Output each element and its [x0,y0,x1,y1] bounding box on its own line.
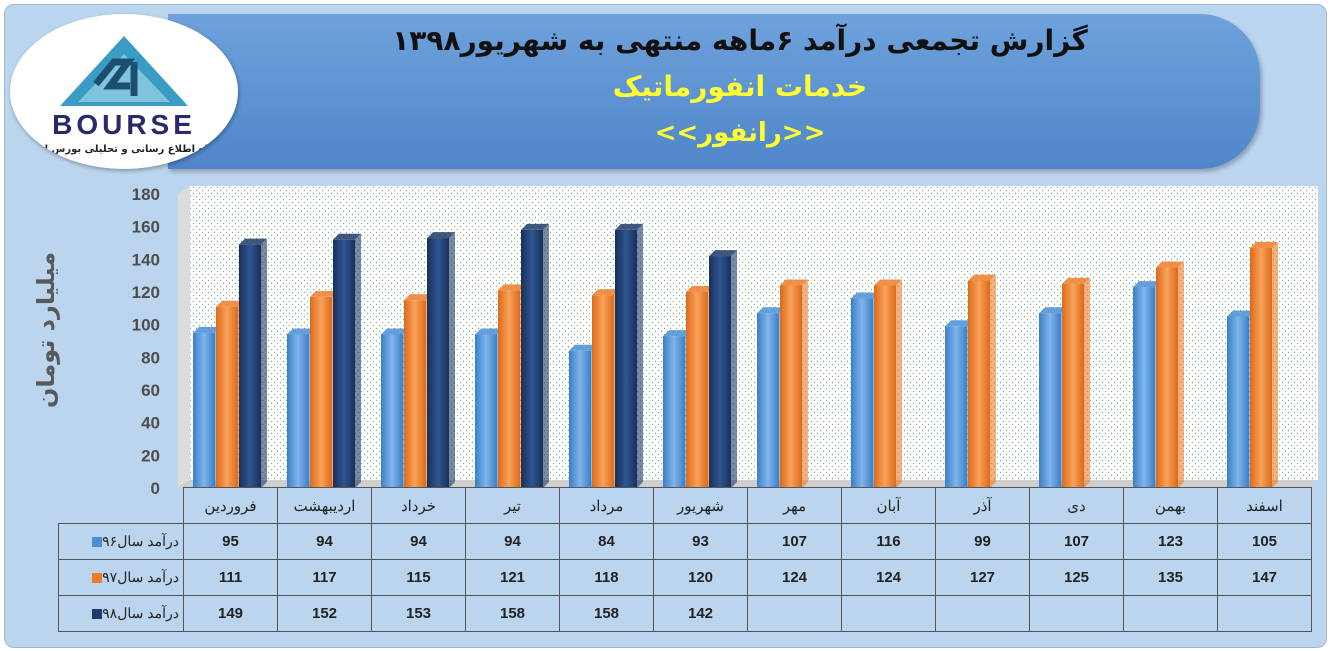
plot-floor [178,480,1318,488]
data-label: 94 [277,523,372,560]
data-label: 120 [653,559,748,596]
x-tick-label: دی [1029,487,1124,524]
x-tick-label: تیر [465,487,560,524]
ticker-symbol: <<رانفور>> [654,118,826,148]
legend-swatch [92,609,103,620]
legend-swatch [92,537,103,548]
y-tick-label: 120 [132,283,160,302]
data-label: 142 [653,595,748,632]
data-label: 93 [653,523,748,560]
data-label: 149 [183,595,278,632]
y-tick-label: 160 [132,218,160,237]
data-label: 84 [559,523,654,560]
logo-brand-text: BOURSE [52,109,196,140]
chart-title: گزارش تجمعی درآمد ۶ماهه منتهی به شهریور۱… [392,24,1088,57]
x-tick-label: فروردین [183,487,278,524]
bar-2-10 [1062,277,1090,488]
legend-label: درآمد سال۹۷ [102,569,179,585]
legend-swatch [92,573,103,584]
bar-3-4 [521,223,549,488]
bar-2-7 [780,279,808,488]
data-label [1217,595,1312,632]
x-tick-label: مهر [747,487,842,524]
y-tick-label: 0 [151,479,160,498]
plot-back-wall [190,186,1318,480]
data-label: 152 [277,595,372,632]
data-label: 117 [277,559,372,596]
legend-label: درآمد سال۹۶ [102,533,179,549]
data-label: 135 [1123,559,1218,596]
data-label: 111 [183,559,278,596]
data-label: 94 [465,523,560,560]
bar-3-6 [709,250,737,488]
y-tick-label: 80 [141,348,160,367]
x-tick-label: خرداد [371,487,466,524]
data-label [935,595,1030,632]
data-label: 94 [371,523,466,560]
data-label: 107 [747,523,842,560]
x-tick-label: بهمن [1123,487,1218,524]
data-label [1123,595,1218,632]
y-tick-label: 100 [132,316,160,335]
title-banner [168,14,1260,169]
data-label: 115 [371,559,466,596]
bar-3-3 [427,232,455,488]
table-header-row: فروردین اردیبهشت خرداد تیر مرداد شهریور مهر آبا… [59,487,1312,524]
data-label: 124 [841,559,936,596]
data-label: 153 [371,595,466,632]
data-label [1029,595,1124,632]
data-label [841,595,936,632]
data-label: 123 [1123,523,1218,560]
data-label: 121 [465,559,560,596]
table-row: درآمد سال۹۸ 149 152 153 158 158 142 [58,595,1312,632]
bar-2-9 [968,274,996,488]
y-tick-label: 180 [132,185,160,204]
y-tick-label: 40 [141,414,160,433]
data-label: 118 [559,559,654,596]
y-tick-label: 60 [141,381,160,400]
data-label: 99 [935,523,1030,560]
data-label: 125 [1029,559,1124,596]
company-name: خدمات انفورماتیک [612,70,868,103]
x-tick-label: اردیبهشت [277,487,372,524]
bar-2-11 [1156,261,1184,488]
y-tick-label: 140 [132,250,160,269]
y-tick-label: 20 [141,446,160,465]
data-label: 124 [747,559,842,596]
table-row: درآمد سال۹۶ 95 94 94 94 84 93 107 116 99 107 123 105 [58,523,1312,560]
x-tick-label: شهریور [653,487,748,524]
legend-label: درآمد سال۹۸ [102,605,179,621]
x-tick-label: اسفند [1217,487,1312,524]
x-tick-label: مرداد [559,487,654,524]
data-label: 147 [1217,559,1312,596]
legend-entry: درآمد سال۹۶ [58,523,184,560]
bar-3-1 [239,238,267,488]
data-label: 107 [1029,523,1124,560]
data-label: 127 [935,559,1030,596]
table-row: درآمد سال۹۷ 111 117 115 121 118 120 124 124 127 12… [58,559,1312,596]
bar-2-8 [874,279,902,488]
x-tick-label: آبان [841,487,936,524]
data-label: 158 [465,595,560,632]
data-label: 95 [183,523,278,560]
bourse-logo: BOURSE پایگاه اطلاع رسانی و تحلیلی بورس … [10,14,238,169]
bar-3-2 [333,233,361,488]
x-tick-label: آذر [935,487,1030,524]
legend-entry: درآمد سال۹۸ [58,595,184,632]
data-label: 158 [559,595,654,632]
data-label: 105 [1217,523,1312,560]
bar-2-12 [1250,241,1278,488]
data-table: فروردین اردیبهشت خرداد تیر مرداد شهریور مهر آبا… [58,487,1312,632]
bar-3-5 [615,223,643,488]
table-corner [59,488,184,524]
data-label [747,595,842,632]
plot-side-wall [178,186,190,488]
legend-entry: درآمد سال۹۷ [58,559,184,596]
logo-subtitle-text: پایگاه اطلاع رسانی و تحلیلی بورس ایران [23,142,226,155]
data-label: 116 [841,523,936,560]
